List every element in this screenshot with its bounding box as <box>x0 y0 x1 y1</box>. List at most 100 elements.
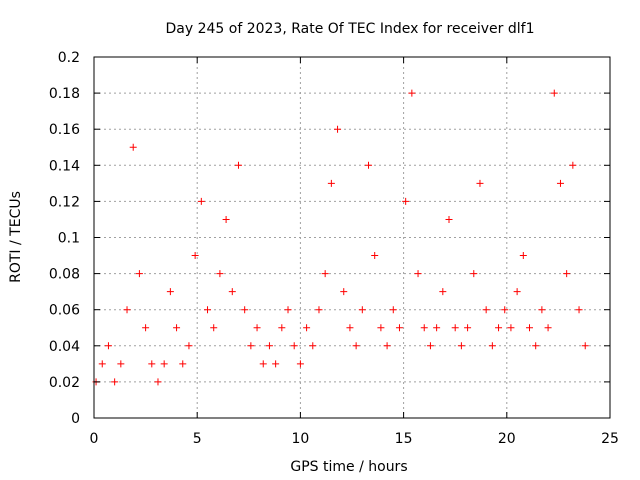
x-tick-label: 20 <box>498 431 516 447</box>
x-tick-label: 25 <box>601 431 619 447</box>
data-point <box>358 306 366 314</box>
y-tick-label: 0.06 <box>49 303 80 319</box>
data-point <box>352 342 360 350</box>
axis-ticks <box>93 56 611 419</box>
y-tick-label: 0.18 <box>49 86 80 102</box>
data-point <box>569 161 577 169</box>
data-point <box>309 342 317 350</box>
x-tick-label: 0 <box>90 431 99 447</box>
data-point <box>154 378 162 386</box>
data-point <box>414 270 422 278</box>
data-point <box>191 252 199 260</box>
data-point <box>272 360 280 368</box>
data-point <box>111 378 119 386</box>
data-point <box>439 288 447 296</box>
x-axis-label: GPS time / hours <box>290 459 407 475</box>
chart-title: Day 245 of 2023, Rate Of TEC Index for r… <box>166 21 535 37</box>
data-point <box>519 252 527 260</box>
data-point <box>142 324 150 332</box>
data-point <box>284 306 292 314</box>
data-point <box>383 342 391 350</box>
data-point <box>166 288 174 296</box>
data-point <box>135 270 143 278</box>
data-point <box>365 161 373 169</box>
data-point <box>173 324 181 332</box>
data-point <box>334 125 342 133</box>
data-point <box>228 288 236 296</box>
data-points <box>92 89 589 386</box>
data-point <box>433 324 441 332</box>
x-tick-labels: 0 5 10 15 20 25 <box>90 431 619 447</box>
data-point <box>160 360 168 368</box>
data-point <box>117 360 125 368</box>
y-tick-label: 0.12 <box>49 194 80 210</box>
data-point <box>210 324 218 332</box>
data-point <box>278 324 286 332</box>
data-point <box>575 306 583 314</box>
data-point <box>234 161 242 169</box>
data-point <box>346 324 354 332</box>
data-point <box>563 270 571 278</box>
data-point <box>327 179 335 187</box>
data-point <box>247 342 255 350</box>
data-point <box>197 197 205 205</box>
data-point <box>296 360 304 368</box>
data-point <box>290 342 298 350</box>
data-point <box>426 342 434 350</box>
y-tick-label: 0.14 <box>49 158 80 174</box>
data-point <box>321 270 329 278</box>
data-point <box>470 270 478 278</box>
data-point <box>259 360 267 368</box>
data-point <box>123 306 131 314</box>
data-point <box>129 143 137 151</box>
data-point <box>98 360 106 368</box>
y-axis-label: ROTI / TECUs <box>8 191 24 283</box>
plot-frame <box>93 56 611 419</box>
data-point <box>265 342 273 350</box>
data-point <box>457 342 465 350</box>
data-point <box>408 89 416 97</box>
data-point <box>303 324 311 332</box>
data-point <box>550 89 558 97</box>
data-point <box>526 324 534 332</box>
data-point <box>451 324 459 332</box>
data-point <box>216 270 224 278</box>
data-point <box>340 288 348 296</box>
data-point <box>532 342 540 350</box>
grid-lines <box>94 57 610 418</box>
data-point <box>185 342 193 350</box>
data-point <box>420 324 428 332</box>
x-tick-label: 5 <box>193 431 202 447</box>
y-tick-label: 0.1 <box>58 231 80 247</box>
y-tick-label: 0.2 <box>58 50 80 66</box>
data-point <box>556 179 564 187</box>
data-point <box>476 179 484 187</box>
data-point <box>445 215 453 223</box>
x-tick-label: 10 <box>291 431 309 447</box>
data-point <box>241 306 249 314</box>
x-tick-label: 15 <box>395 431 413 447</box>
data-point <box>389 306 397 314</box>
data-point <box>544 324 552 332</box>
data-point <box>371 252 379 260</box>
data-point <box>488 342 496 350</box>
data-point <box>395 324 403 332</box>
y-tick-label: 0.16 <box>49 122 80 138</box>
y-tick-label: 0.04 <box>49 339 80 355</box>
data-point <box>179 360 187 368</box>
data-point <box>482 306 490 314</box>
data-point <box>402 197 410 205</box>
y-tick-label: 0.02 <box>49 375 80 391</box>
data-point <box>222 215 230 223</box>
data-point <box>315 306 323 314</box>
data-point <box>581 342 589 350</box>
y-tick-label: 0.08 <box>49 267 80 283</box>
y-tick-labels: 0 0.02 0.04 0.06 0.08 0.1 0.12 0.14 0.16 0.18 0.2 <box>49 50 80 427</box>
data-point <box>501 306 509 314</box>
data-point <box>513 288 521 296</box>
data-point <box>464 324 472 332</box>
data-point <box>253 324 261 332</box>
data-point <box>377 324 385 332</box>
data-point <box>204 306 212 314</box>
